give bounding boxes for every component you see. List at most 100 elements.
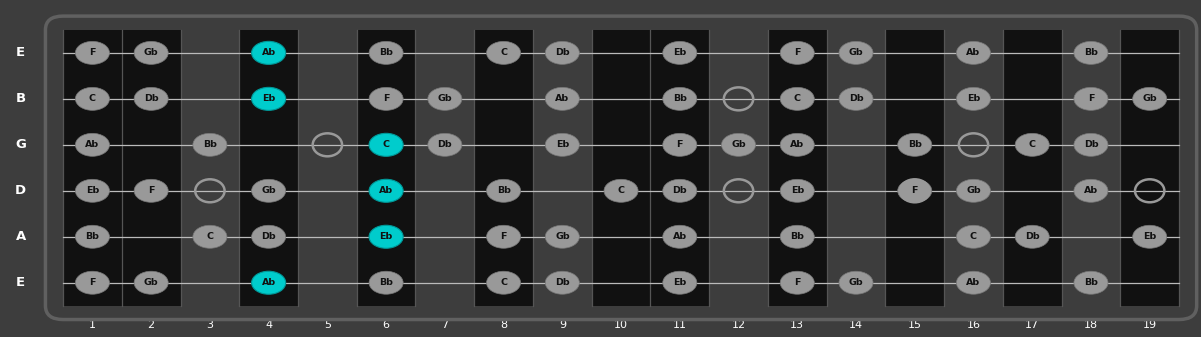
Text: Ab: Ab: [1083, 186, 1098, 195]
Text: Db: Db: [673, 186, 687, 195]
Ellipse shape: [76, 225, 109, 248]
Ellipse shape: [135, 87, 168, 110]
Text: Bb: Bb: [908, 140, 921, 149]
Ellipse shape: [369, 271, 404, 294]
Text: C: C: [970, 232, 976, 241]
Ellipse shape: [897, 179, 932, 202]
Bar: [651, 30, 709, 306]
Ellipse shape: [545, 225, 579, 248]
Bar: [239, 30, 298, 306]
Ellipse shape: [1074, 271, 1109, 294]
Ellipse shape: [1074, 133, 1109, 156]
Text: B: B: [16, 92, 26, 105]
Ellipse shape: [369, 41, 404, 64]
Text: F: F: [676, 140, 683, 149]
Text: Gb: Gb: [849, 278, 864, 287]
Ellipse shape: [428, 133, 462, 156]
Text: F: F: [501, 232, 507, 241]
Ellipse shape: [722, 133, 755, 156]
Text: C: C: [617, 186, 625, 195]
Ellipse shape: [369, 87, 404, 110]
Bar: [592, 30, 651, 306]
Bar: [474, 30, 533, 306]
Ellipse shape: [781, 41, 814, 64]
Ellipse shape: [956, 225, 991, 248]
Text: Gb: Gb: [144, 278, 159, 287]
Ellipse shape: [839, 41, 873, 64]
Ellipse shape: [135, 41, 168, 64]
Ellipse shape: [135, 179, 168, 202]
Text: Eb: Eb: [556, 140, 569, 149]
Ellipse shape: [369, 225, 404, 248]
Ellipse shape: [839, 271, 873, 294]
Text: Gb: Gb: [849, 49, 864, 57]
Ellipse shape: [76, 133, 109, 156]
Ellipse shape: [781, 133, 814, 156]
Ellipse shape: [663, 225, 697, 248]
Text: Db: Db: [144, 94, 159, 103]
Text: C: C: [383, 140, 389, 149]
Text: F: F: [89, 278, 96, 287]
Text: 7: 7: [441, 320, 448, 330]
Text: Gb: Gb: [731, 140, 746, 149]
Text: Bb: Bb: [673, 94, 687, 103]
Text: Gb: Gb: [555, 232, 569, 241]
Text: Db: Db: [849, 94, 864, 103]
Ellipse shape: [1133, 87, 1166, 110]
Text: F: F: [89, 49, 96, 57]
Bar: [357, 30, 416, 306]
Ellipse shape: [956, 179, 991, 202]
Text: Eb: Eb: [790, 186, 803, 195]
Text: 9: 9: [558, 320, 566, 330]
Ellipse shape: [781, 271, 814, 294]
Text: E: E: [16, 276, 25, 289]
Ellipse shape: [663, 271, 697, 294]
Text: Eb: Eb: [674, 49, 687, 57]
Text: F: F: [383, 94, 389, 103]
Text: C: C: [89, 94, 96, 103]
Ellipse shape: [1015, 133, 1050, 156]
Text: Bb: Bb: [380, 49, 393, 57]
Text: Eb: Eb: [380, 232, 393, 241]
Bar: [885, 30, 944, 306]
Text: Ab: Ab: [790, 140, 805, 149]
Ellipse shape: [781, 179, 814, 202]
Text: Ab: Ab: [262, 278, 276, 287]
Text: D: D: [16, 184, 26, 197]
Ellipse shape: [76, 87, 109, 110]
Ellipse shape: [251, 271, 286, 294]
Text: 19: 19: [1142, 320, 1157, 330]
Bar: [1003, 30, 1062, 306]
Text: C: C: [500, 49, 507, 57]
Ellipse shape: [1074, 41, 1109, 64]
Text: Eb: Eb: [262, 94, 275, 103]
Text: Ab: Ab: [262, 49, 276, 57]
Text: Eb: Eb: [1143, 232, 1157, 241]
Text: Bb: Bb: [1085, 49, 1098, 57]
Ellipse shape: [251, 225, 286, 248]
Ellipse shape: [781, 225, 814, 248]
Ellipse shape: [545, 133, 579, 156]
Ellipse shape: [1074, 87, 1109, 110]
Ellipse shape: [428, 87, 462, 110]
Text: 17: 17: [1026, 320, 1039, 330]
Bar: [64, 30, 121, 306]
Ellipse shape: [663, 179, 697, 202]
Ellipse shape: [76, 41, 109, 64]
Text: Gb: Gb: [966, 186, 981, 195]
Ellipse shape: [663, 133, 697, 156]
Text: E: E: [16, 47, 25, 59]
Text: F: F: [912, 186, 918, 195]
Ellipse shape: [545, 41, 579, 64]
Ellipse shape: [369, 133, 404, 156]
Text: 16: 16: [967, 320, 980, 330]
Ellipse shape: [956, 271, 991, 294]
Text: Gb: Gb: [144, 49, 159, 57]
Ellipse shape: [76, 271, 109, 294]
Text: 10: 10: [614, 320, 628, 330]
Text: G: G: [16, 138, 26, 151]
Ellipse shape: [251, 87, 286, 110]
Ellipse shape: [369, 179, 404, 202]
Text: Bb: Bb: [380, 278, 393, 287]
Text: C: C: [207, 232, 214, 241]
